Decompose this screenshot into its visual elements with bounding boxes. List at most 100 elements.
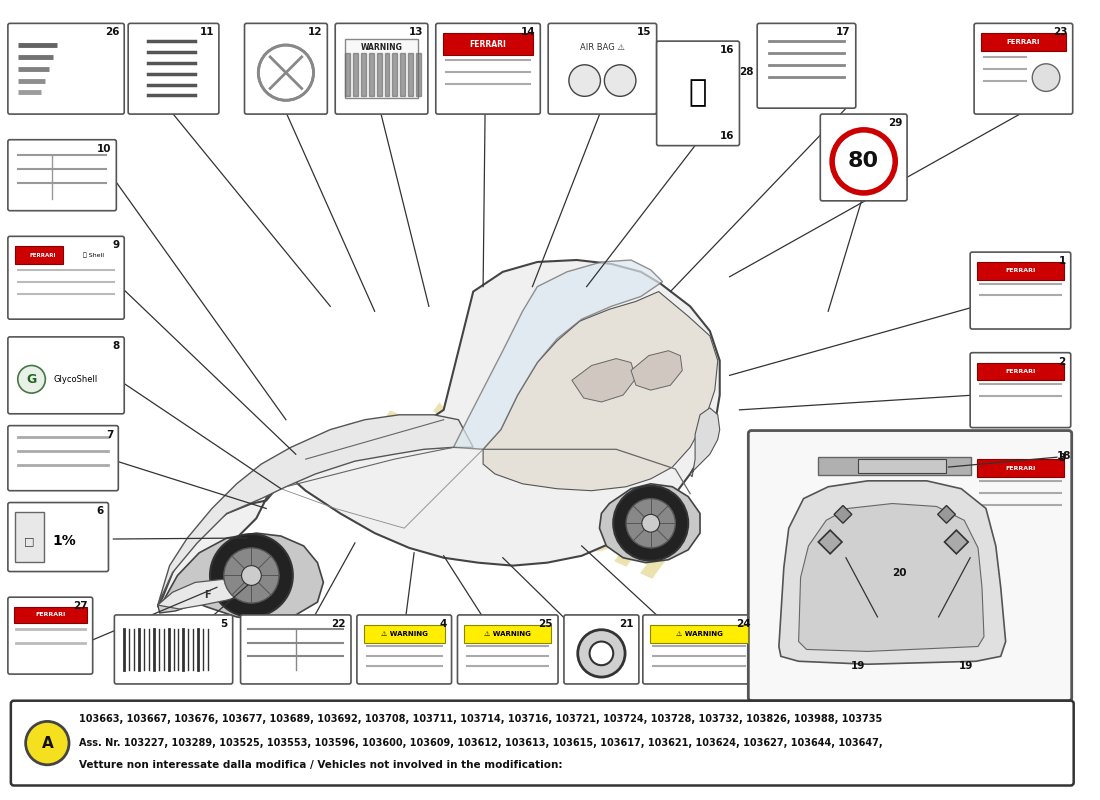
Text: F: F	[204, 590, 210, 600]
Polygon shape	[572, 358, 636, 402]
Bar	[977, 262, 1064, 280]
Text: ⚠ WARNING: ⚠ WARNING	[381, 630, 428, 637]
Text: 3: 3	[1058, 454, 1066, 463]
Text: 13: 13	[408, 27, 424, 38]
FancyBboxPatch shape	[975, 23, 1072, 114]
Polygon shape	[834, 506, 851, 523]
Polygon shape	[157, 260, 719, 607]
Text: FERRARI: FERRARI	[1006, 39, 1041, 45]
Text: Vetture non interessate dalla modifica / Vehicles not involved in the modificati: Vetture non interessate dalla modifica /…	[79, 760, 562, 770]
Text: 26: 26	[104, 27, 119, 38]
Text: 1985: 1985	[448, 308, 672, 465]
Text: 4: 4	[439, 619, 447, 629]
Circle shape	[613, 486, 689, 561]
Bar	[14, 607, 87, 623]
Text: FERRARI: FERRARI	[1005, 369, 1035, 374]
FancyBboxPatch shape	[8, 140, 117, 210]
Polygon shape	[368, 53, 374, 96]
Polygon shape	[799, 503, 984, 651]
Text: passion: passion	[355, 391, 685, 598]
Text: WARNING: WARNING	[361, 42, 403, 51]
Text: 19: 19	[959, 662, 974, 671]
Text: G: G	[26, 373, 36, 386]
Circle shape	[1032, 64, 1060, 91]
Text: 20: 20	[892, 568, 906, 578]
Text: 11: 11	[199, 27, 213, 38]
Polygon shape	[690, 408, 719, 477]
Polygon shape	[376, 53, 382, 96]
Polygon shape	[416, 53, 421, 96]
Polygon shape	[483, 291, 718, 490]
Bar	[977, 459, 1064, 477]
Text: ⛽: ⛽	[689, 78, 707, 107]
Polygon shape	[600, 484, 700, 562]
Text: 17: 17	[836, 27, 851, 38]
FancyBboxPatch shape	[129, 23, 219, 114]
Text: 5: 5	[220, 619, 228, 629]
Circle shape	[18, 366, 45, 393]
Text: 27: 27	[73, 601, 88, 611]
Bar	[364, 625, 444, 642]
Text: AIR BAG ⚠: AIR BAG ⚠	[580, 42, 625, 51]
Text: □: □	[24, 536, 35, 546]
Bar	[858, 459, 946, 473]
Circle shape	[578, 630, 625, 677]
Text: FERRARI: FERRARI	[1005, 268, 1035, 274]
Text: 10: 10	[97, 144, 111, 154]
Polygon shape	[345, 53, 350, 96]
FancyBboxPatch shape	[8, 337, 124, 414]
Polygon shape	[631, 350, 682, 390]
Polygon shape	[408, 53, 414, 96]
Bar	[977, 362, 1064, 380]
Circle shape	[223, 548, 279, 603]
FancyBboxPatch shape	[8, 502, 109, 571]
Text: FERRARI: FERRARI	[470, 39, 506, 49]
Polygon shape	[353, 53, 358, 96]
Polygon shape	[157, 414, 473, 605]
Text: 25: 25	[539, 619, 553, 629]
Bar	[818, 457, 971, 475]
Text: FERRARI: FERRARI	[29, 253, 56, 258]
FancyBboxPatch shape	[8, 426, 119, 490]
FancyBboxPatch shape	[8, 597, 92, 674]
Text: 12: 12	[308, 27, 322, 38]
Polygon shape	[945, 530, 968, 554]
FancyBboxPatch shape	[564, 615, 639, 684]
Polygon shape	[393, 53, 397, 96]
FancyBboxPatch shape	[757, 23, 856, 108]
FancyBboxPatch shape	[11, 701, 1074, 786]
FancyBboxPatch shape	[244, 23, 328, 114]
Text: 1%: 1%	[52, 534, 76, 548]
Text: ⚠ WARNING: ⚠ WARNING	[675, 630, 723, 637]
FancyBboxPatch shape	[970, 252, 1070, 329]
Polygon shape	[400, 53, 405, 96]
Circle shape	[210, 534, 293, 617]
Bar	[14, 512, 44, 562]
FancyBboxPatch shape	[356, 615, 452, 684]
Polygon shape	[453, 260, 662, 450]
Text: A: A	[42, 736, 53, 750]
FancyBboxPatch shape	[8, 236, 124, 319]
FancyBboxPatch shape	[114, 615, 233, 684]
Bar	[981, 34, 1066, 51]
Text: 6: 6	[97, 506, 103, 517]
Text: 14: 14	[520, 27, 536, 38]
Bar	[442, 34, 534, 55]
Polygon shape	[157, 562, 246, 613]
FancyBboxPatch shape	[436, 23, 540, 114]
Text: 16: 16	[720, 130, 735, 141]
FancyBboxPatch shape	[642, 615, 756, 684]
Text: 8: 8	[112, 341, 119, 351]
Text: 24: 24	[736, 619, 750, 629]
Text: FERRARI: FERRARI	[1005, 466, 1035, 470]
Text: FERRARI: FERRARI	[35, 613, 66, 618]
Text: 2: 2	[1058, 357, 1066, 366]
Text: 29: 29	[888, 118, 902, 128]
Circle shape	[641, 514, 660, 532]
FancyBboxPatch shape	[821, 114, 908, 201]
Text: 21: 21	[619, 619, 634, 629]
Circle shape	[258, 45, 314, 100]
Text: 18: 18	[1057, 451, 1071, 462]
Circle shape	[626, 498, 675, 548]
Text: 1: 1	[1058, 256, 1066, 266]
